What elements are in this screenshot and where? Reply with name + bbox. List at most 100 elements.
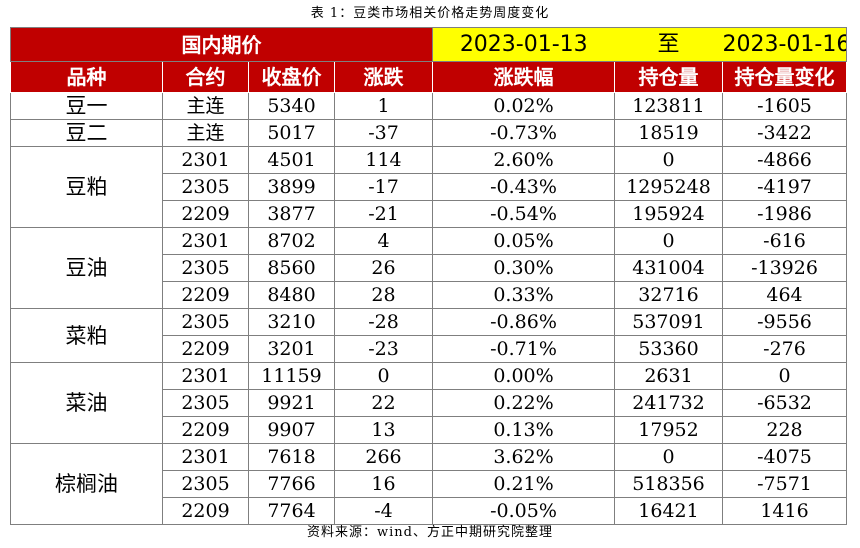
change-cell: 26 <box>334 254 433 282</box>
table-row: 2209 8480 28 0.33% 32716 464 <box>11 281 847 309</box>
open-interest-cell: 241732 <box>614 389 723 417</box>
column-header-contract: 合约 <box>162 61 249 93</box>
oi-change-cell: -3422 <box>722 119 847 147</box>
contract-cell: 2209 <box>162 416 249 444</box>
close-price-cell: 3877 <box>248 200 335 228</box>
pct-change-cell: 3.62% <box>432 443 615 471</box>
close-price-cell: 5017 <box>248 119 335 147</box>
date-from: 2023-01-13 <box>432 27 615 62</box>
pct-change-cell: 0.30% <box>432 254 615 282</box>
contract-cell: 2301 <box>162 443 249 471</box>
open-interest-cell: 53360 <box>614 335 723 363</box>
close-price-cell: 3210 <box>248 308 335 336</box>
pct-change-cell: -0.86% <box>432 308 615 336</box>
close-price-cell: 7764 <box>248 497 335 525</box>
change-cell: 1 <box>334 92 433 120</box>
close-price-cell: 4501 <box>248 146 335 174</box>
column-header-variety: 品种 <box>10 61 163 93</box>
table-caption: 表 1：豆类市场相关价格走势周度变化 <box>310 6 550 21</box>
open-interest-cell: 518356 <box>614 470 723 498</box>
header-row-period: 国内期价 2023-01-13 至 2023-01-16 <box>10 27 847 62</box>
column-header-pct-change: 涨跌幅 <box>432 61 615 93</box>
change-cell: -28 <box>334 308 433 336</box>
change-cell: -21 <box>334 200 433 228</box>
close-price-cell: 9907 <box>248 416 335 444</box>
contract-cell: 2305 <box>162 173 249 201</box>
change-cell: -17 <box>334 173 433 201</box>
table-row: 2305 8560 26 0.30% 431004 -13926 <box>11 254 847 282</box>
contract-cell: 2301 <box>162 146 249 174</box>
oi-change-cell: -13926 <box>722 254 847 282</box>
pct-change-cell: -0.73% <box>432 119 615 147</box>
table-row: 豆一 主连 5340 1 0.02% 123811 -1605 <box>10 92 847 120</box>
oi-change-cell: -1986 <box>722 200 847 228</box>
pct-change-cell: -0.05% <box>432 497 615 525</box>
open-interest-cell: 431004 <box>614 254 723 282</box>
change-cell: -4 <box>334 497 433 525</box>
contract-cell: 2301 <box>162 227 249 255</box>
pct-change-cell: -0.54% <box>432 200 615 228</box>
pct-change-cell: 0.33% <box>432 281 615 309</box>
variety-cell: 棕榈油 <box>10 443 163 525</box>
open-interest-cell: 1295248 <box>614 173 723 201</box>
oi-change-cell: -7571 <box>722 470 847 498</box>
date-to: 2023-01-16 <box>722 27 847 62</box>
table-row: 棕榈油 2301 7618 266 3.62% 0 -4075 <box>10 443 847 525</box>
change-cell: 28 <box>334 281 433 309</box>
domestic-price-label: 国内期价 <box>10 27 433 62</box>
change-cell: 0 <box>334 362 433 390</box>
change-cell: -37 <box>334 119 433 147</box>
close-price-cell: 7766 <box>248 470 335 498</box>
variety-cell: 菜油 <box>10 362 163 444</box>
change-cell: 13 <box>334 416 433 444</box>
oi-change-cell: 1416 <box>722 497 847 525</box>
open-interest-cell: 123811 <box>614 92 723 120</box>
contract-cell: 2209 <box>162 281 249 309</box>
variety-cell: 菜粕 <box>10 308 163 363</box>
close-price-cell: 3899 <box>248 173 335 201</box>
table-row: 菜粕 2305 3210 -28 -0.86% 537091 -9556 <box>10 308 847 363</box>
contract-cell: 2305 <box>162 389 249 417</box>
contract-cell: 主连 <box>162 119 249 147</box>
contract-cell: 2305 <box>162 308 249 336</box>
open-interest-cell: 195924 <box>614 200 723 228</box>
column-header-close: 收盘价 <box>248 61 335 93</box>
pct-change-cell: 0.05% <box>432 227 615 255</box>
close-price-cell: 5340 <box>248 92 335 120</box>
pct-change-cell: 0.02% <box>432 92 615 120</box>
contract-cell: 2301 <box>162 362 249 390</box>
source-note: 资料来源：wind、方正中期研究院整理 <box>307 525 553 540</box>
table-row: 2209 3201 -23 -0.71% 53360 -276 <box>11 335 847 363</box>
oi-change-cell: -4197 <box>722 173 847 201</box>
close-price-cell: 8702 <box>248 227 335 255</box>
to-label: 至 <box>614 27 723 62</box>
change-cell: 4 <box>334 227 433 255</box>
pct-change-cell: 0.00% <box>432 362 615 390</box>
oi-change-cell: -4866 <box>722 146 847 174</box>
open-interest-cell: 17952 <box>614 416 723 444</box>
oi-change-cell: -276 <box>722 335 847 363</box>
pct-change-cell: 2.60% <box>432 146 615 174</box>
close-price-cell: 8480 <box>248 281 335 309</box>
change-cell: 266 <box>334 443 433 471</box>
contract-cell: 2305 <box>162 254 249 282</box>
change-cell: -23 <box>334 335 433 363</box>
variety-cell: 豆粕 <box>10 146 163 228</box>
contract-cell: 主连 <box>162 92 249 120</box>
contract-cell: 2209 <box>162 497 249 525</box>
price-table: 国内期价 2023-01-13 至 2023-01-16 品种 合约 收盘价 涨… <box>10 27 847 525</box>
close-price-cell: 7618 <box>248 443 335 471</box>
oi-change-cell: 464 <box>722 281 847 309</box>
open-interest-cell: 32716 <box>614 281 723 309</box>
column-header-oi-change: 持仓量变化 <box>722 61 847 93</box>
header-row-columns: 品种 合约 收盘价 涨跌 涨跌幅 持仓量 持仓量变化 <box>10 61 847 93</box>
change-cell: 114 <box>334 146 433 174</box>
column-header-change: 涨跌 <box>334 61 433 93</box>
open-interest-cell: 0 <box>614 443 723 471</box>
contract-cell: 2305 <box>162 470 249 498</box>
close-price-cell: 11159 <box>248 362 335 390</box>
table-row: 2305 3899 -17 -0.43% 1295248 -4197 <box>11 173 847 201</box>
open-interest-cell: 0 <box>614 146 723 174</box>
table-body: 国内期价 2023-01-13 至 2023-01-16 品种 合约 收盘价 涨… <box>10 27 847 525</box>
oi-change-cell: -1605 <box>722 92 847 120</box>
